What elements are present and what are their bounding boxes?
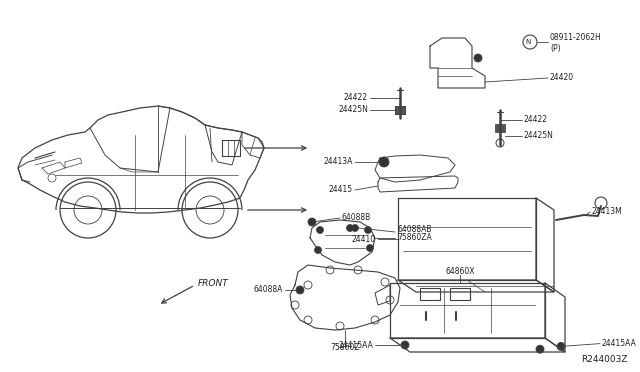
Text: FRONT: FRONT <box>198 279 228 288</box>
Bar <box>450 288 470 300</box>
Circle shape <box>365 227 371 234</box>
Text: 24410: 24410 <box>352 234 376 244</box>
Text: 24425N: 24425N <box>338 106 368 115</box>
Circle shape <box>317 227 323 234</box>
Circle shape <box>296 286 304 294</box>
Text: 08911-2062H: 08911-2062H <box>550 33 602 42</box>
Text: 24420: 24420 <box>550 74 574 83</box>
Text: 75860Z: 75860Z <box>330 343 360 353</box>
Text: 24415: 24415 <box>329 186 353 195</box>
Circle shape <box>401 341 409 349</box>
Text: 64088B: 64088B <box>342 214 371 222</box>
Text: 24413A: 24413A <box>324 157 353 167</box>
Text: 24422: 24422 <box>344 93 368 103</box>
Text: 24415AA: 24415AA <box>338 340 373 350</box>
Text: (P): (P) <box>550 44 561 52</box>
Circle shape <box>308 218 316 226</box>
Text: 75860ZA: 75860ZA <box>397 234 432 243</box>
Circle shape <box>351 224 358 231</box>
Bar <box>495 124 505 132</box>
Circle shape <box>314 247 321 253</box>
Text: 24413M: 24413M <box>592 208 623 217</box>
Text: 24425N: 24425N <box>524 131 554 141</box>
Text: 64088AB: 64088AB <box>397 225 431 234</box>
Text: 64088A: 64088A <box>253 285 283 295</box>
Bar <box>395 106 405 114</box>
Circle shape <box>557 342 565 350</box>
Bar <box>420 288 440 300</box>
Circle shape <box>379 157 389 167</box>
Circle shape <box>536 345 544 353</box>
Text: 64860X: 64860X <box>445 266 474 276</box>
Text: 24422: 24422 <box>524 115 548 125</box>
Text: R244003Z: R244003Z <box>582 356 628 365</box>
Text: N: N <box>525 39 531 45</box>
Circle shape <box>367 244 374 251</box>
Circle shape <box>346 224 353 231</box>
Text: 24415AA: 24415AA <box>602 339 637 348</box>
Circle shape <box>474 54 482 62</box>
